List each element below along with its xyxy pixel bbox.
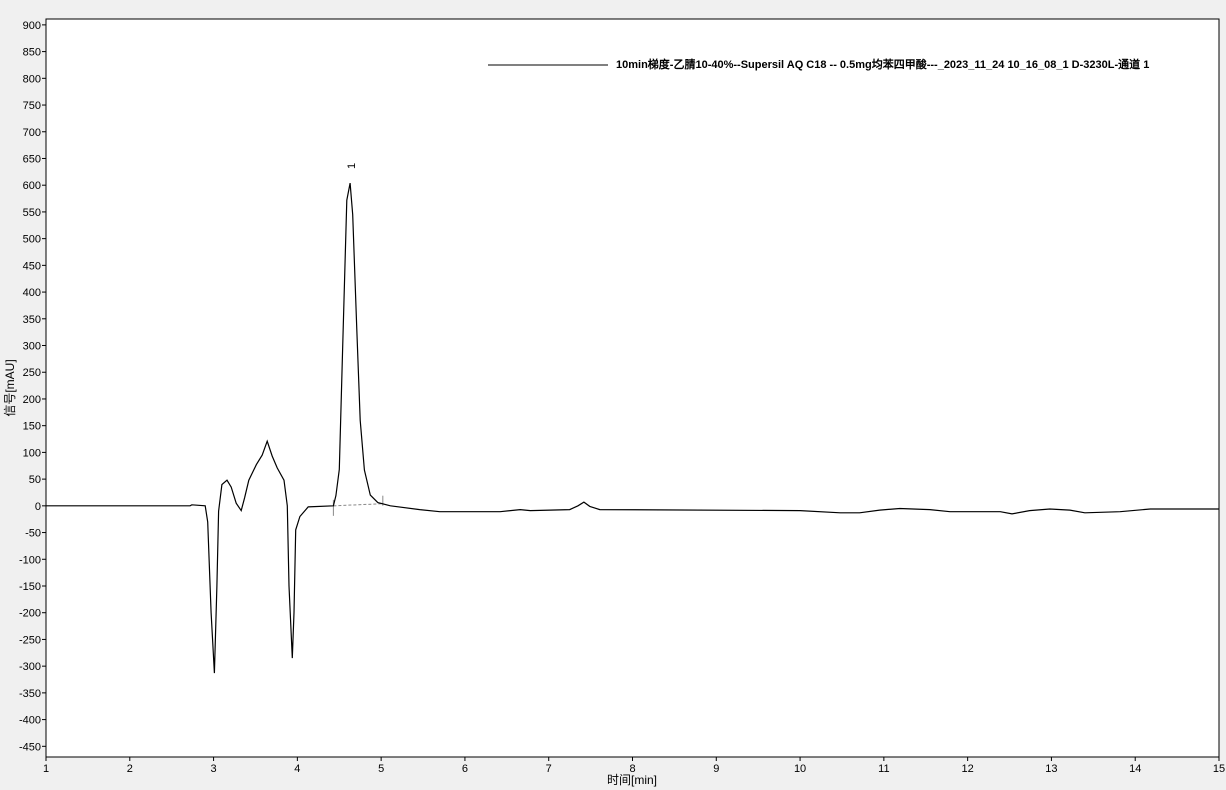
x-tick-label: 2 <box>127 763 133 775</box>
y-tick-label: 150 <box>23 421 41 433</box>
y-tick-label: 250 <box>23 367 41 379</box>
x-tick-label: 13 <box>1045 763 1057 775</box>
peak-baseline <box>333 503 383 507</box>
x-axis-label: 时间[min] <box>607 773 657 787</box>
x-tick-label: 7 <box>546 763 552 775</box>
x-tick-label: 9 <box>713 763 719 775</box>
y-tick-label: 750 <box>23 100 41 112</box>
x-tick-label: 4 <box>294 763 300 775</box>
y-tick-label: -400 <box>19 715 41 727</box>
y-tick-label: -350 <box>19 688 41 700</box>
x-tick-label: 1 <box>43 763 49 775</box>
y-tick-label: 550 <box>23 207 41 219</box>
y-tick-label: 500 <box>23 234 41 246</box>
y-tick-label: 700 <box>23 127 41 139</box>
x-tick-label: 10 <box>794 763 806 775</box>
x-tick-label: 12 <box>962 763 974 775</box>
y-axis-label: 信号[mAU] <box>3 359 17 416</box>
y-tick-label: 0 <box>35 501 41 513</box>
y-tick-label: 650 <box>23 153 41 165</box>
y-tick-label: -150 <box>19 581 41 593</box>
y-tick-label: 400 <box>23 287 41 299</box>
y-tick-label: -300 <box>19 661 41 673</box>
y-tick-label: -200 <box>19 608 41 620</box>
x-tick-label: 5 <box>378 763 384 775</box>
x-tick-label: 8 <box>629 763 635 775</box>
x-tick-label: 15 <box>1213 763 1225 775</box>
y-tick-label: 800 <box>23 73 41 85</box>
x-tick-label: 14 <box>1129 763 1141 775</box>
y-tick-label: 850 <box>23 47 41 59</box>
y-tick-label: 450 <box>23 260 41 272</box>
y-tick-label: 600 <box>23 180 41 192</box>
signal-trace <box>46 182 1219 674</box>
y-tick-label: -450 <box>19 741 41 753</box>
y-tick-label: 300 <box>23 341 41 353</box>
legend-label: 10min梯度-乙腈10-40%--Supersil AQ C18 -- 0.5… <box>616 57 1149 71</box>
y-tick-label: 200 <box>23 394 41 406</box>
peak-label: 1 <box>346 163 358 169</box>
y-tick-label: -50 <box>25 528 41 540</box>
plot-area <box>45 18 1220 758</box>
x-tick-label: 6 <box>462 763 468 775</box>
x-tick-label: 3 <box>211 763 217 775</box>
y-tick-label: 350 <box>23 314 41 326</box>
y-tick-label: -100 <box>19 554 41 566</box>
y-tick-label: 900 <box>23 20 41 32</box>
legend: 10min梯度-乙腈10-40%--Supersil AQ C18 -- 0.5… <box>488 57 1149 71</box>
y-tick-label: -250 <box>19 634 41 646</box>
y-tick-label: 50 <box>29 474 41 486</box>
y-tick-label: 100 <box>23 447 41 459</box>
x-tick-label: 11 <box>878 763 889 775</box>
